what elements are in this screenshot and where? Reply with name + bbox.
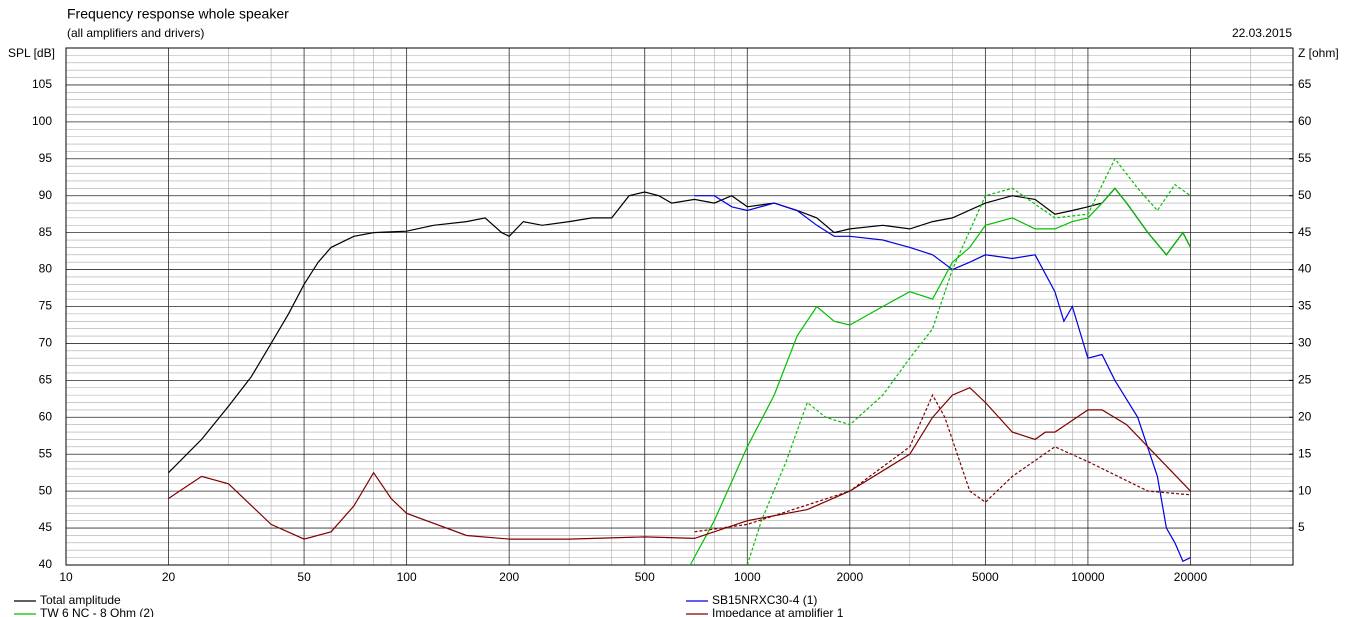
x-tick-label: 5000: [972, 570, 999, 584]
y-tick-label: 100: [32, 114, 52, 128]
legend-label: SB15NRXC30-4 (1): [712, 593, 817, 607]
x-tick-label: 50: [297, 570, 311, 584]
x-tick-label: 1000: [734, 570, 761, 584]
y2-tick-label: 20: [1298, 409, 1312, 423]
y2-tick-label: 35: [1298, 299, 1312, 313]
y-tick-label: 90: [39, 188, 53, 202]
series-line: [694, 195, 1191, 563]
x-tick-label: 2000: [836, 570, 863, 584]
y2-tick-label: 15: [1298, 446, 1312, 460]
y-tick-label: 80: [39, 262, 53, 276]
series-line: [168, 187, 1192, 474]
series-line: [168, 386, 1191, 540]
chart-subtitle: (all amplifiers and drivers): [67, 26, 204, 40]
x-tick-label: 500: [635, 570, 655, 584]
y-tick-label: 85: [39, 225, 53, 239]
y-tick-label: 65: [39, 373, 53, 387]
x-tick-label: 100: [397, 570, 417, 584]
legend-label: TW 6 NC - 8 Ohm (2): [40, 606, 154, 617]
y-axis-label: SPL [dB]: [8, 46, 55, 60]
y2-tick-label: 60: [1298, 114, 1312, 128]
y2-tick-label: 25: [1298, 373, 1312, 387]
y-tick-label: 105: [32, 77, 52, 91]
legend-label: Total amplitude: [40, 593, 121, 607]
y-tick-label: 50: [39, 483, 53, 497]
y2-tick-label: 10: [1298, 483, 1312, 497]
x-tick-label: 10000: [1071, 570, 1105, 584]
series-line: [689, 187, 1192, 566]
x-tick-label: 200: [499, 570, 519, 584]
y-tick-label: 70: [39, 336, 53, 350]
y-tick-label: 95: [39, 151, 53, 165]
reference-line: [746, 157, 1191, 566]
y2-tick-label: 5: [1298, 520, 1305, 534]
y-tick-label: 40: [39, 557, 53, 571]
y-tick-label: 75: [39, 299, 53, 313]
y2-tick-label: 45: [1298, 225, 1312, 239]
y2-tick-label: 40: [1298, 262, 1312, 276]
x-tick-label: 20: [162, 570, 176, 584]
y2-axis-label: Z [ohm]: [1298, 46, 1339, 60]
chart-title: Frequency response whole speaker: [67, 6, 289, 22]
date: 22.03.2015: [1232, 26, 1292, 40]
reference-line: [694, 393, 1191, 533]
y-tick-label: 55: [39, 446, 53, 460]
x-tick-label: 20000: [1174, 570, 1208, 584]
y-tick-label: 45: [39, 520, 53, 534]
y2-tick-label: 65: [1298, 77, 1312, 91]
plot-frame: [65, 47, 1294, 566]
x-tick-label: 10: [59, 570, 73, 584]
y2-tick-label: 50: [1298, 188, 1312, 202]
y2-tick-label: 55: [1298, 151, 1312, 165]
y-tick-label: 60: [39, 409, 53, 423]
y2-tick-label: 30: [1298, 336, 1312, 350]
legend-label: Impedance at amplifier 1: [712, 606, 844, 617]
